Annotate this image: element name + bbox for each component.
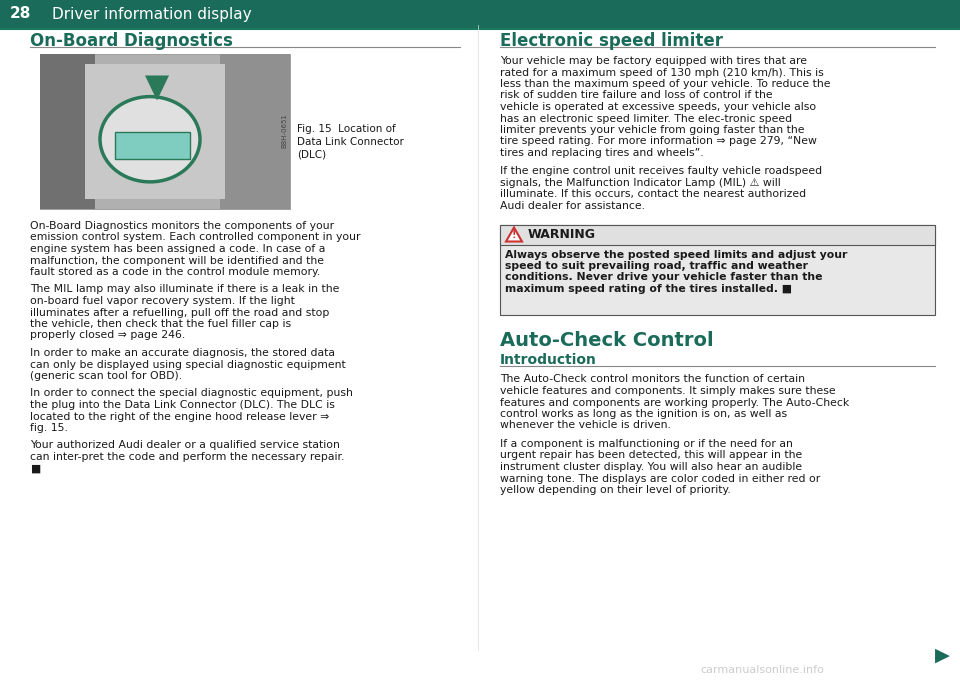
Bar — [40, 54, 290, 209]
Text: tire speed rating. For more information ⇒ page 279, “New: tire speed rating. For more information … — [500, 137, 817, 146]
Text: fig. 15.: fig. 15. — [30, 423, 68, 433]
Bar — [220, 54, 290, 209]
Text: yellow depending on their level of priority.: yellow depending on their level of prior… — [500, 485, 731, 495]
Text: malfunction, the component will be identified and the: malfunction, the component will be ident… — [30, 256, 324, 265]
Text: can inter-pret the code and perform the necessary repair.: can inter-pret the code and perform the … — [30, 452, 345, 462]
Text: can only be displayed using special diagnostic equipment: can only be displayed using special diag… — [30, 360, 346, 369]
Text: engine system has been assigned a code. In case of a: engine system has been assigned a code. … — [30, 244, 325, 254]
Text: whenever the vehicle is driven.: whenever the vehicle is driven. — [500, 420, 671, 430]
Text: If a component is malfunctioning or if the need for an: If a component is malfunctioning or if t… — [500, 439, 793, 449]
Text: Your vehicle may be factory equipped with tires that are: Your vehicle may be factory equipped wit… — [500, 56, 807, 66]
Text: Always observe the posted speed limits and adjust your: Always observe the posted speed limits a… — [505, 250, 848, 260]
Text: limiter prevents your vehicle from going faster than the: limiter prevents your vehicle from going… — [500, 125, 804, 135]
Polygon shape — [506, 228, 522, 241]
Text: the plug into the Data Link Connector (DLC). The DLC is: the plug into the Data Link Connector (D… — [30, 400, 335, 410]
Text: WARNING: WARNING — [528, 228, 596, 241]
Text: control works as long as the ignition is on, as well as: control works as long as the ignition is… — [500, 409, 787, 419]
Text: The Auto-Check control monitors the function of certain: The Auto-Check control monitors the func… — [500, 375, 805, 384]
Text: rated for a maximum speed of 130 mph (210 km/h). This is: rated for a maximum speed of 130 mph (21… — [500, 67, 824, 78]
Text: has an electronic speed limiter. The elec-tronic speed: has an electronic speed limiter. The ele… — [500, 114, 792, 124]
Text: tires and replacing tires and wheels”.: tires and replacing tires and wheels”. — [500, 148, 704, 158]
Bar — [0, 0, 960, 28]
Bar — [40, 54, 95, 209]
Text: Auto-Check Control: Auto-Check Control — [500, 330, 713, 350]
Text: Introduction: Introduction — [500, 352, 597, 367]
Text: In order to make an accurate diagnosis, the stored data: In order to make an accurate diagnosis, … — [30, 348, 335, 358]
Text: B8H-0651: B8H-0651 — [281, 114, 287, 148]
Bar — [500, 224, 935, 245]
Bar — [85, 64, 225, 199]
Text: risk of sudden tire failure and loss of control if the: risk of sudden tire failure and loss of … — [500, 90, 773, 101]
Text: Audi dealer for assistance.: Audi dealer for assistance. — [500, 201, 645, 211]
Text: illuminate. If this occurs, contact the nearest authorized: illuminate. If this occurs, contact the … — [500, 190, 806, 199]
Text: Your authorized Audi dealer or a qualified service station: Your authorized Audi dealer or a qualifi… — [30, 441, 340, 450]
Text: On-Board Diagnostics monitors the components of your: On-Board Diagnostics monitors the compon… — [30, 221, 334, 231]
Text: (DLC): (DLC) — [297, 150, 326, 160]
Text: properly closed ⇒ page 246.: properly closed ⇒ page 246. — [30, 330, 185, 341]
Text: maximum speed rating of the tires installed. ■: maximum speed rating of the tires instal… — [505, 284, 792, 294]
Text: conditions. Never drive your vehicle faster than the: conditions. Never drive your vehicle fas… — [505, 273, 823, 282]
Polygon shape — [145, 75, 169, 101]
Text: 28: 28 — [10, 7, 32, 22]
Text: vehicle is operated at excessive speeds, your vehicle also: vehicle is operated at excessive speeds,… — [500, 102, 816, 112]
Text: !: ! — [512, 231, 516, 241]
Text: fault stored as a code in the control module memory.: fault stored as a code in the control mo… — [30, 267, 321, 277]
Bar — [115, 131, 190, 159]
Text: located to the right of the engine hood release lever ⇒: located to the right of the engine hood … — [30, 411, 329, 422]
Text: urgent repair has been detected, this will appear in the: urgent repair has been detected, this wi… — [500, 450, 803, 460]
Text: (generic scan tool for OBD).: (generic scan tool for OBD). — [30, 371, 182, 381]
Text: vehicle features and components. It simply makes sure these: vehicle features and components. It simp… — [500, 386, 835, 396]
Text: ■: ■ — [30, 464, 40, 473]
Text: The MIL lamp may also illuminate if there is a leak in the: The MIL lamp may also illuminate if ther… — [30, 284, 340, 294]
Text: features and components are working properly. The Auto-Check: features and components are working prop… — [500, 398, 850, 407]
Text: ▶: ▶ — [935, 646, 950, 665]
Text: instrument cluster display. You will also hear an audible: instrument cluster display. You will als… — [500, 462, 803, 472]
Text: emission control system. Each controlled component in your: emission control system. Each controlled… — [30, 233, 361, 243]
Text: illuminates after a refuelling, pull off the road and stop: illuminates after a refuelling, pull off… — [30, 307, 329, 318]
Text: Electronic speed limiter: Electronic speed limiter — [500, 32, 723, 50]
Text: On-Board Diagnostics: On-Board Diagnostics — [30, 32, 233, 50]
Bar — [500, 224, 935, 314]
Text: Fig. 15  Location of: Fig. 15 Location of — [297, 124, 396, 134]
Text: speed to suit prevailing road, traffic and weather: speed to suit prevailing road, traffic a… — [505, 261, 808, 271]
Text: Driver information display: Driver information display — [52, 7, 252, 22]
Text: less than the maximum speed of your vehicle. To reduce the: less than the maximum speed of your vehi… — [500, 79, 830, 89]
Ellipse shape — [100, 97, 200, 182]
Text: carmanualsonline.info: carmanualsonline.info — [700, 665, 824, 675]
Text: If the engine control unit receives faulty vehicle roadspeed: If the engine control unit receives faul… — [500, 167, 822, 177]
Text: the vehicle, then check that the fuel filler cap is: the vehicle, then check that the fuel fi… — [30, 319, 291, 329]
Text: warning tone. The displays are color coded in either red or: warning tone. The displays are color cod… — [500, 473, 820, 483]
Text: In order to connect the special diagnostic equipment, push: In order to connect the special diagnost… — [30, 388, 353, 398]
Text: on-board fuel vapor recovery system. If the light: on-board fuel vapor recovery system. If … — [30, 296, 295, 306]
Text: Data Link Connector: Data Link Connector — [297, 137, 404, 147]
Text: signals, the Malfunction Indicator Lamp (MIL) ⚠ will: signals, the Malfunction Indicator Lamp … — [500, 178, 780, 188]
